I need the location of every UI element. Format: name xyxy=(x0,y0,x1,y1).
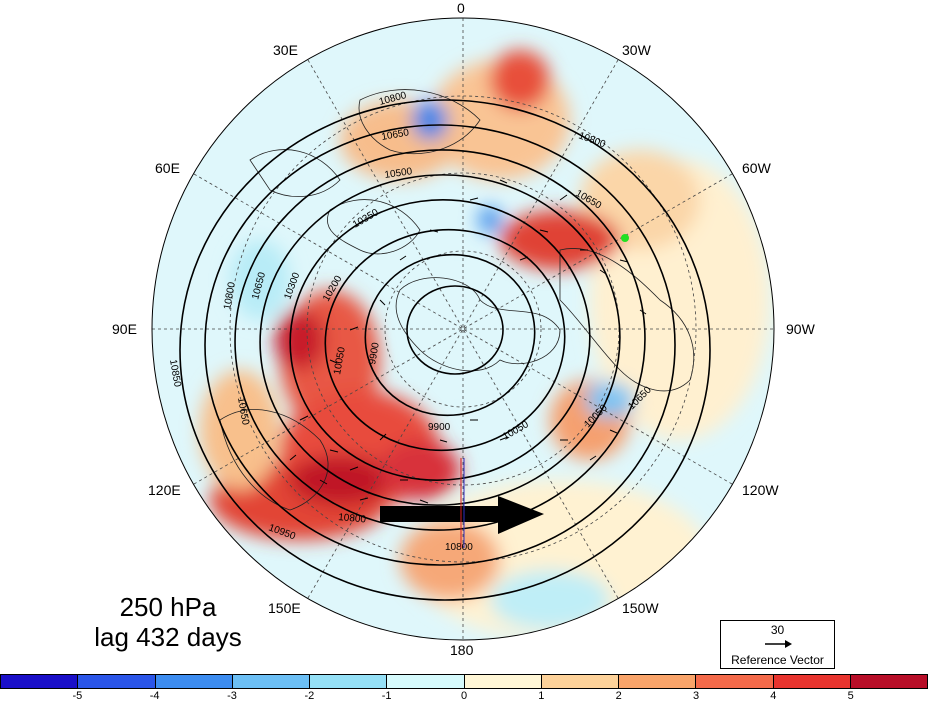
colorbar-tick-label: 0 xyxy=(460,690,468,702)
contour-label: 10800 xyxy=(445,542,473,553)
longitude-label-90e: 90E xyxy=(112,321,137,337)
colorbar xyxy=(0,674,928,689)
colorbar-tick-label: 2 xyxy=(615,690,622,702)
reference-vector-value: 30 xyxy=(770,623,785,637)
colorbar-tick-label: -4 xyxy=(149,690,160,702)
reference-vector-label: Reference Vector xyxy=(731,653,824,667)
colorbar-segment xyxy=(78,675,156,688)
longitude-label-60e: 60E xyxy=(155,160,180,176)
colorbar-segment xyxy=(696,675,774,688)
colorbar-tick-label: 1 xyxy=(538,690,545,702)
colorbar-tick-label: 5 xyxy=(847,690,854,702)
longitude-label-30w: 30W xyxy=(622,42,651,58)
colorbar-segment xyxy=(310,675,388,688)
longitude-label-120e: 120E xyxy=(148,482,181,498)
colorbar-tick-label: -2 xyxy=(304,690,315,702)
contour-label: 9900 xyxy=(428,422,451,433)
colorbar-segment xyxy=(541,675,619,688)
longitude-label-60w: 60W xyxy=(742,160,771,176)
contour-label: 10650 xyxy=(381,127,411,143)
contour-label: 9900 xyxy=(367,341,382,365)
longitude-label-90w: 90W xyxy=(786,321,815,337)
contour-label: 10850 xyxy=(167,359,183,389)
wind-vectors xyxy=(289,179,647,504)
pressure-level-title: 250 hPa xyxy=(119,592,217,622)
colorbar-segment xyxy=(464,675,542,688)
colorbar-tick-label: -3 xyxy=(227,690,237,702)
colorbar-segment xyxy=(155,675,233,688)
longitude-label-180: 180 xyxy=(450,642,474,658)
contour-label: 10650 xyxy=(235,397,251,427)
colorbar-tick-label: 3 xyxy=(692,690,700,702)
height-contours xyxy=(179,99,711,601)
location-marker xyxy=(621,234,629,242)
contour-label: 10500 xyxy=(384,166,414,181)
longitude-label-0: 0 xyxy=(457,0,465,16)
longitude-label-120w: 120W xyxy=(742,482,779,498)
colorbar-segment xyxy=(232,675,310,688)
colorbar-segment xyxy=(773,675,851,688)
lag-title: lag 432 days xyxy=(94,622,242,652)
longitude-label-150e: 150E xyxy=(268,600,301,616)
propagation-arrow xyxy=(380,496,544,534)
colorbar-segment xyxy=(387,675,465,688)
contour-label: 10800 xyxy=(222,281,238,311)
colorbar-segment xyxy=(850,675,927,688)
reference-vector-box: 30 Reference Vector xyxy=(720,620,835,669)
longitude-label-30e: 30E xyxy=(273,42,298,58)
reference-arrow-icon xyxy=(765,640,792,648)
map-boundary xyxy=(151,17,775,641)
polar-map: 10800 10650 10500 10350 10200 10050 9900… xyxy=(151,17,775,641)
colorbar-segment xyxy=(619,675,697,688)
contour-label: 10800 xyxy=(338,512,367,525)
colorbar-tick-label: -5 xyxy=(72,690,83,702)
colorbar-tick-label: -1 xyxy=(381,690,392,702)
contour-label: 10050 xyxy=(332,346,348,376)
longitude-label-150w: 150W xyxy=(622,600,659,616)
colorbar-tick-label: 4 xyxy=(770,690,777,702)
colorbar-segment xyxy=(1,675,79,688)
